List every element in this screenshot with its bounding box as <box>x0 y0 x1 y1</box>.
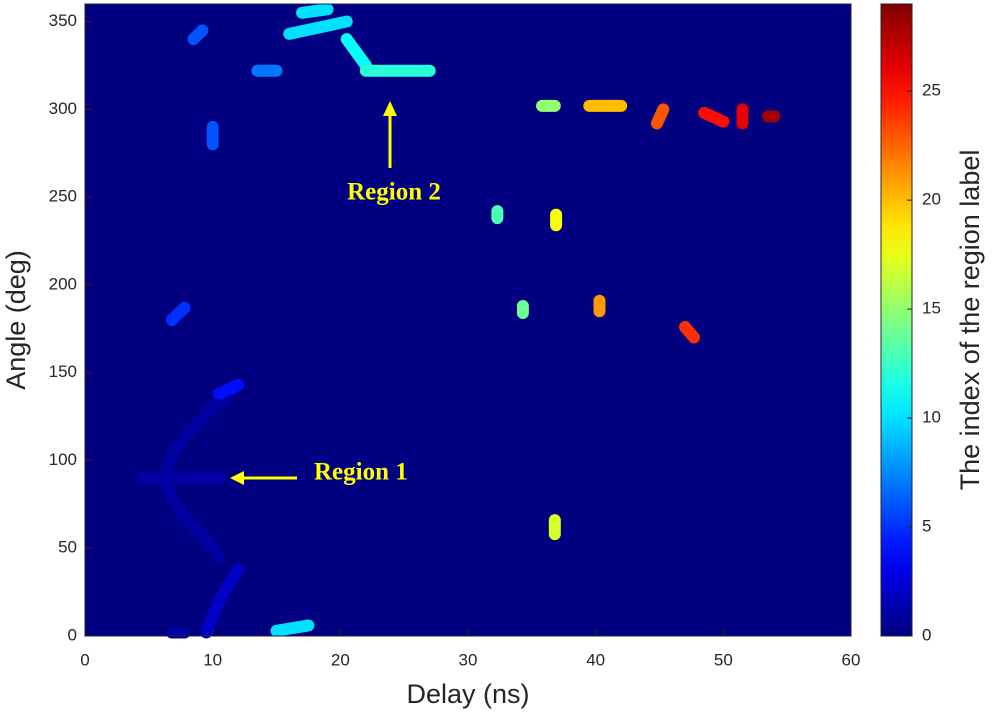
region <box>213 378 245 400</box>
annotation-arrowhead <box>383 101 397 116</box>
y-tick-label: 350 <box>49 11 77 30</box>
y-tick-label: 250 <box>49 187 77 206</box>
colorbar-tick-label: 10 <box>922 408 941 427</box>
y-axis-label: Angle (deg) <box>1 250 31 390</box>
annotation: Region 2 <box>347 179 441 206</box>
x-tick-label: 10 <box>203 650 222 669</box>
x-tick-label: 50 <box>714 650 733 669</box>
x-tick-label: 30 <box>459 650 478 669</box>
colorbar-tick-label: 15 <box>922 299 941 318</box>
y-tick-label: 100 <box>49 450 77 469</box>
x-tick-label: 40 <box>586 650 605 669</box>
plot-background <box>85 4 851 636</box>
region <box>165 301 191 326</box>
y-tick-label: 300 <box>49 99 77 118</box>
colorbar-tick-label: 20 <box>922 190 941 209</box>
annotation-arrowhead <box>230 471 244 485</box>
colorbar-tick-label: 5 <box>922 517 931 536</box>
region <box>650 103 670 130</box>
x-tick-label: 0 <box>80 650 89 669</box>
region <box>158 384 238 481</box>
colorbar-tick-label: 25 <box>922 81 941 100</box>
colorbar-label: The index of the region label <box>955 150 985 491</box>
y-tick-label: 0 <box>68 625 77 644</box>
region <box>158 475 226 563</box>
region <box>187 24 209 46</box>
annotation: Region 1 <box>314 459 408 486</box>
region <box>698 106 730 128</box>
region <box>296 3 334 19</box>
x-axis-label: Delay (ns) <box>406 679 529 709</box>
colorbar-tick-label: 0 <box>922 625 931 644</box>
region <box>679 321 700 344</box>
region <box>200 563 245 639</box>
region <box>270 619 315 637</box>
region <box>340 33 372 72</box>
colorbar <box>880 3 913 637</box>
region <box>283 15 353 40</box>
x-tick-label: 60 <box>842 650 861 669</box>
y-tick-label: 200 <box>49 274 77 293</box>
y-tick-label: 50 <box>58 538 77 557</box>
y-tick-label: 150 <box>49 362 77 381</box>
x-tick-label: 20 <box>331 650 350 669</box>
